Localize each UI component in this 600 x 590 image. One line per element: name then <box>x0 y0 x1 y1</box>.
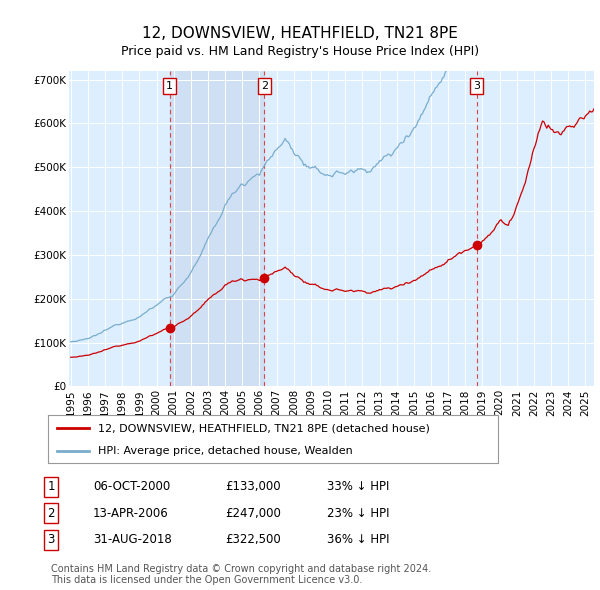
Text: £247,000: £247,000 <box>225 507 281 520</box>
Text: 23% ↓ HPI: 23% ↓ HPI <box>327 507 389 520</box>
Text: 1: 1 <box>166 81 173 91</box>
Text: 12, DOWNSVIEW, HEATHFIELD, TN21 8PE: 12, DOWNSVIEW, HEATHFIELD, TN21 8PE <box>142 25 458 41</box>
Text: 33% ↓ HPI: 33% ↓ HPI <box>327 480 389 493</box>
Text: £322,500: £322,500 <box>225 533 281 546</box>
Text: HPI: Average price, detached house, Wealden: HPI: Average price, detached house, Weal… <box>97 446 352 456</box>
Text: Price paid vs. HM Land Registry's House Price Index (HPI): Price paid vs. HM Land Registry's House … <box>121 45 479 58</box>
Text: 1: 1 <box>47 480 55 493</box>
Text: 06-OCT-2000: 06-OCT-2000 <box>93 480 170 493</box>
Text: 12, DOWNSVIEW, HEATHFIELD, TN21 8PE (detached house): 12, DOWNSVIEW, HEATHFIELD, TN21 8PE (det… <box>97 423 430 433</box>
Text: 3: 3 <box>47 533 55 546</box>
Text: 36% ↓ HPI: 36% ↓ HPI <box>327 533 389 546</box>
Text: £133,000: £133,000 <box>225 480 281 493</box>
Text: 3: 3 <box>473 81 480 91</box>
Text: 2: 2 <box>260 81 268 91</box>
Text: Contains HM Land Registry data © Crown copyright and database right 2024.
This d: Contains HM Land Registry data © Crown c… <box>51 563 431 585</box>
Text: 13-APR-2006: 13-APR-2006 <box>93 507 169 520</box>
Text: 2: 2 <box>47 507 55 520</box>
Text: 31-AUG-2018: 31-AUG-2018 <box>93 533 172 546</box>
Bar <box>170 71 264 386</box>
